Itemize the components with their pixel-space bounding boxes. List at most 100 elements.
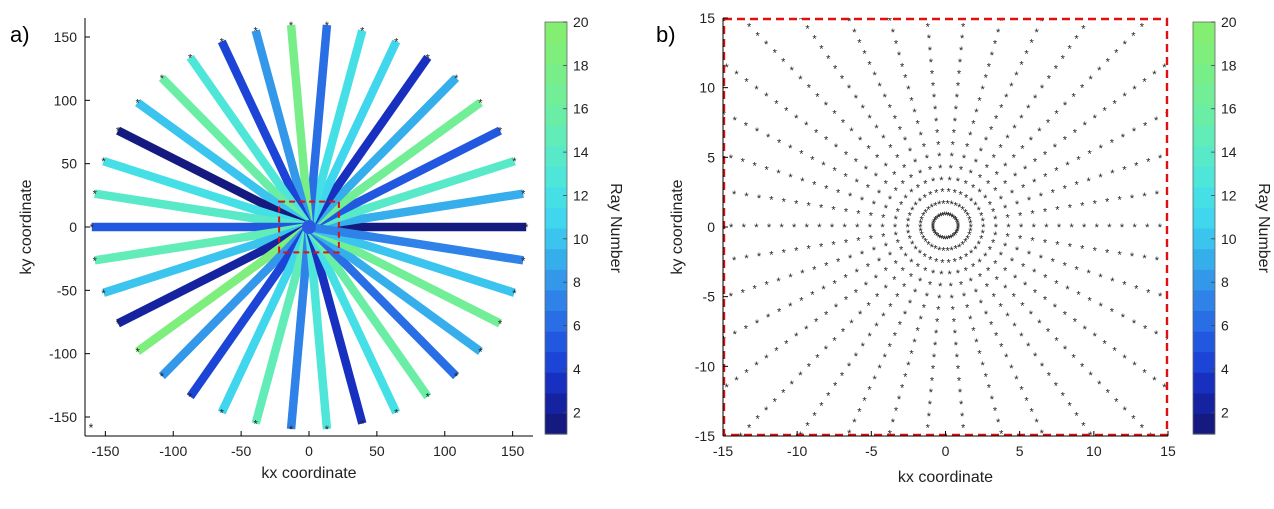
sample-marker: * — [934, 328, 939, 340]
spoke — [217, 39, 313, 229]
b-colorbar-seg — [1193, 83, 1215, 105]
sample-marker: * — [766, 312, 771, 324]
sample-marker: * — [1152, 69, 1157, 81]
sample-marker: * — [1103, 338, 1108, 350]
sample-marker: * — [960, 239, 965, 251]
sample-marker: * — [799, 14, 804, 26]
sample-marker: * — [824, 309, 829, 321]
sample-marker: * — [794, 113, 799, 125]
sample-marker: * — [952, 316, 957, 328]
sample-marker: * — [1043, 238, 1048, 250]
sample-marker: * — [954, 340, 959, 352]
sample-marker: * — [893, 114, 898, 126]
a-colorbar-seg — [545, 104, 567, 126]
sample-marker: * — [965, 302, 970, 314]
sample-marker: * — [901, 266, 906, 278]
sample-marker: * — [971, 119, 976, 131]
sample-marker: * — [920, 230, 925, 242]
sample-marker: * — [1006, 212, 1011, 224]
sample-marker: * — [854, 287, 859, 299]
b-colorbar-seg — [1193, 22, 1215, 44]
sample-marker: * — [930, 375, 935, 387]
sample-marker: * — [868, 113, 873, 125]
sample-marker: * — [1003, 283, 1008, 295]
sample-marker: * — [903, 73, 908, 85]
sample-marker: * — [807, 83, 812, 95]
sample-marker: * — [884, 203, 889, 215]
sample-marker: * — [1122, 353, 1127, 365]
sample-marker: * — [857, 38, 862, 50]
sample-marker: * — [844, 238, 849, 250]
sample-marker: * — [819, 241, 824, 253]
sample-marker: * — [755, 318, 760, 330]
a-colorbar-seg — [545, 228, 567, 250]
sample-marker: * — [794, 199, 799, 211]
a-colorbar-tick-label: 10 — [573, 231, 589, 247]
sample-marker: * — [932, 228, 937, 240]
sample-marker: * — [1086, 268, 1091, 280]
sample-marker: * — [956, 222, 961, 234]
sample-marker: * — [953, 256, 958, 268]
x-tick-label: 5 — [1016, 443, 1024, 459]
sample-marker: * — [1071, 91, 1076, 103]
y-tick-label: -10 — [695, 358, 715, 374]
spoke-end-marker: * — [498, 126, 503, 138]
sample-marker: * — [1167, 257, 1172, 269]
sample-marker: * — [1004, 352, 1009, 364]
sample-marker: * — [999, 429, 1004, 441]
sample-marker: * — [854, 157, 859, 169]
sample-marker: * — [984, 309, 989, 321]
sample-marker: * — [950, 232, 955, 244]
sample-marker: * — [1093, 245, 1098, 257]
sample-marker: * — [1015, 199, 1020, 211]
sample-marker: * — [1014, 374, 1019, 386]
x-tick-label: -5 — [865, 443, 878, 459]
sample-marker: * — [1080, 243, 1085, 255]
a-colorbar-seg — [545, 269, 567, 291]
sample-marker: * — [1046, 327, 1051, 339]
a-colorbar-seg — [545, 289, 567, 311]
sample-marker: * — [974, 337, 979, 349]
sample-marker: * — [833, 63, 838, 75]
sample-marker: * — [931, 268, 936, 280]
a-colorbar-seg — [545, 331, 567, 353]
sample-marker: * — [788, 301, 793, 313]
sample-marker: * — [936, 232, 941, 244]
sample-marker: * — [916, 325, 921, 337]
spoke-end-marker: * — [394, 408, 399, 420]
spoke — [304, 225, 367, 425]
sample-marker: * — [926, 205, 931, 217]
sample-marker: * — [847, 428, 852, 440]
sample-marker: * — [1093, 331, 1098, 343]
sample-marker: * — [941, 198, 946, 210]
sample-marker: * — [1024, 48, 1029, 60]
a-colorbar-seg — [545, 413, 567, 435]
sample-marker: * — [733, 115, 738, 127]
sample-marker: * — [977, 348, 982, 360]
sample-marker: * — [967, 230, 972, 242]
spoke — [305, 39, 401, 229]
sample-marker: * — [981, 360, 986, 372]
sample-marker: * — [1080, 83, 1085, 95]
sample-marker: * — [744, 253, 749, 265]
spoke-end-marker: * — [512, 156, 517, 168]
sample-marker: * — [974, 107, 979, 119]
sample-marker: * — [995, 170, 1000, 182]
sample-marker: * — [892, 274, 897, 286]
b-colorbar-seg — [1193, 186, 1215, 208]
sample-marker: * — [832, 109, 837, 121]
y-tick-label: -50 — [57, 282, 77, 298]
sample-marker: * — [916, 119, 921, 131]
sample-marker: * — [798, 370, 803, 382]
spoke — [305, 225, 401, 415]
sample-marker: * — [1063, 344, 1068, 356]
b-colorbar-seg — [1193, 63, 1215, 85]
sample-marker: * — [955, 92, 960, 104]
sample-marker: * — [962, 153, 967, 165]
sample-marker: * — [1110, 276, 1115, 288]
sample-marker: * — [933, 215, 938, 227]
sample-marker: * — [888, 194, 893, 206]
x-tick-label: -100 — [159, 443, 187, 459]
sample-marker: * — [957, 202, 962, 214]
sample-marker: * — [953, 188, 958, 200]
